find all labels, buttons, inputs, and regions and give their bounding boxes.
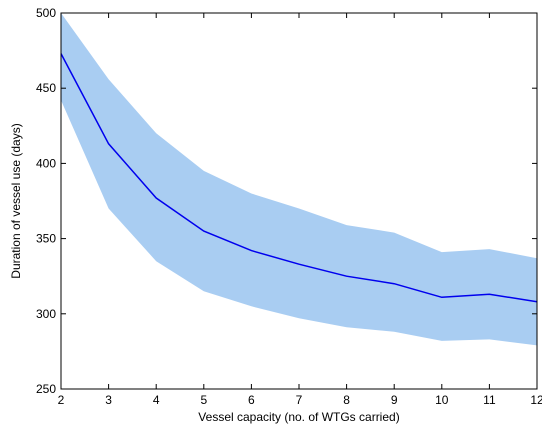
x-tick-label: 2: [58, 393, 65, 407]
x-tick-label: 9: [391, 393, 398, 407]
y-tick-label: 400: [36, 156, 56, 170]
y-tick-label: 500: [36, 6, 56, 20]
y-tick-label: 450: [36, 81, 56, 95]
y-tick-label: 250: [36, 382, 56, 396]
y-axis-label: Duration of vessel use (days): [9, 123, 23, 278]
y-axis-ticks: 250 300 350 400 450 500: [36, 6, 537, 396]
x-axis-label: Vessel capacity (no. of WTGs carried): [198, 410, 399, 424]
x-tick-label: 5: [200, 393, 207, 407]
x-tick-label: 4: [153, 393, 160, 407]
y-tick-label: 300: [36, 307, 56, 321]
x-tick-label: 10: [435, 393, 449, 407]
x-tick-label: 3: [105, 393, 112, 407]
confidence-band: [61, 13, 537, 346]
x-tick-label: 8: [343, 393, 350, 407]
x-axis-ticks: 2 3 4 5 6 7 8 9 10 11 12: [58, 13, 542, 407]
plot-area: [60, 13, 538, 346]
y-tick-label: 350: [36, 232, 56, 246]
x-tick-label: 7: [296, 393, 303, 407]
x-tick-label: 6: [248, 393, 255, 407]
series-points: [60, 53, 538, 302]
x-tick-label: 12: [530, 393, 542, 407]
x-tick-label: 11: [483, 393, 496, 407]
